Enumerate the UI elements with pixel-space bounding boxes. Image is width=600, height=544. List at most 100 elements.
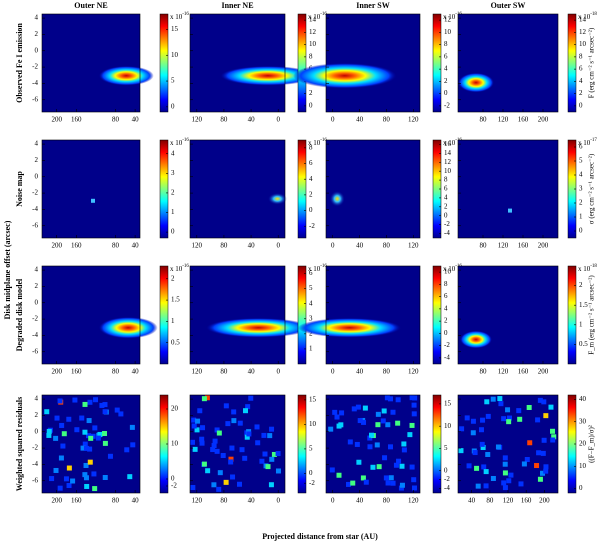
heatmap-cell (194, 427, 200, 433)
colorbar-tick-label: 4 (309, 299, 313, 307)
x-tick-label: 160 (71, 242, 82, 250)
x-tick-label: 160 (518, 242, 529, 250)
heatmap-cell (390, 409, 396, 415)
x-tick-label: 200 (538, 116, 549, 124)
heatmap-cell (483, 483, 489, 489)
colorbar-tick-label: 15 (444, 400, 452, 408)
heatmap-image (326, 266, 420, 364)
heatmap-cell (375, 411, 381, 417)
heatmap-cell (53, 435, 59, 441)
heatmap-cell (526, 404, 532, 410)
heatmap-cell (102, 475, 108, 481)
y-tick-label: -2 (32, 189, 38, 197)
colorbar-scale: x 10-16 (170, 138, 189, 146)
heatmap-cell (501, 416, 507, 422)
scale-exponent: -16 (182, 12, 189, 17)
heatmap-cell (336, 472, 342, 478)
x-tick-label: 40 (356, 497, 364, 505)
y-tick-label: 0 (35, 427, 39, 435)
heatmap-cell (102, 402, 108, 408)
y-tick-label: -2 (32, 315, 38, 323)
colorbar-scale: x 10-18 (578, 264, 597, 272)
colorbar-label: σ (erg cm⁻² s⁻¹ arcsec⁻²) (588, 153, 596, 224)
x-tick-label: 200 (51, 368, 62, 376)
heatmap-cell (540, 470, 546, 476)
heatmap-cell (362, 405, 368, 411)
colorbar-tick-label: 2 (309, 190, 313, 198)
heatmap-image (190, 395, 285, 493)
heatmap-cell (275, 468, 281, 474)
heatmap-cell (275, 451, 281, 457)
heatmap-cell (129, 424, 135, 430)
heatmap-cell (548, 404, 554, 410)
noise-pixel (91, 198, 95, 203)
x-tick-label: 40 (132, 368, 140, 376)
heatmap-cell (114, 407, 120, 413)
axes-frame (189, 265, 286, 365)
y-tick-label: -2 (32, 63, 38, 71)
heatmap-cell (92, 425, 98, 431)
colorbar-scale: x 10-18 (578, 12, 597, 20)
colorbar-label: ((F−F_m)/σ)² (588, 425, 596, 463)
y-tick-label: -6 (32, 347, 38, 355)
heatmap-cell (409, 422, 415, 428)
x-tick-label: 120 (503, 497, 514, 505)
axes-frame (189, 139, 286, 239)
colorbar-tick-label: 0 (579, 484, 583, 492)
heatmap-cell (518, 481, 524, 487)
heatmap-cell (211, 482, 217, 488)
heatmap-cell (543, 464, 549, 470)
heatmap-cell (254, 424, 260, 430)
heatmap-cell (470, 430, 476, 436)
heatmap-cell (481, 464, 487, 470)
x-tick-label: 40 (248, 242, 256, 250)
heatmap-cell (82, 472, 88, 478)
colorbar-tick-label: 2 (579, 199, 583, 207)
heatmap-cell (480, 445, 486, 451)
x-tick-label: 40 (132, 242, 140, 250)
scale-base: x 10 (170, 13, 183, 21)
x-tick-label: 120 (408, 497, 419, 505)
x-tick-label: 80 (112, 368, 120, 376)
colorbar-tick-label: 10 (171, 51, 179, 59)
colorbar-tick-label: 1 (579, 320, 583, 328)
colorbar-tick-label: 0 (444, 329, 448, 337)
colorbar-tick-label: 10 (444, 422, 452, 430)
x-tick-label: 120 (192, 242, 203, 250)
heatmap-cell (502, 470, 508, 476)
scale-base: x 10 (170, 265, 183, 273)
heatmap-cell (475, 483, 481, 489)
heatmap-cell (60, 443, 66, 449)
heatmap-cell (517, 416, 523, 422)
colorbar-scale: x 10-16 (308, 264, 327, 272)
heatmap-cell (191, 417, 197, 423)
heatmap-cell (516, 408, 522, 414)
y-tick-label: 0 (35, 46, 39, 54)
x-tick-label: 120 (192, 116, 203, 124)
emission-blob (293, 63, 397, 89)
heatmap-cell (239, 447, 245, 453)
y-tick-label: 4 (35, 395, 39, 403)
heatmap-cell (57, 485, 63, 491)
heatmap-cell (244, 434, 250, 440)
scale-base: x 10 (443, 265, 456, 273)
heatmap-cell (411, 411, 417, 417)
heatmap-cell (485, 413, 491, 419)
heatmap-cell (551, 434, 557, 440)
colorbar-tick-label: 6 (309, 269, 313, 277)
heatmap-cell (458, 448, 464, 454)
heatmap-cell (44, 409, 50, 415)
heatmap-cell (102, 431, 108, 437)
column-title: Outer NE (74, 1, 107, 10)
heatmap-cell (412, 395, 418, 401)
colorbar-tick-label: 6 (579, 143, 583, 151)
heatmap-cell (409, 464, 415, 470)
colorbar-tick-label: 10 (309, 420, 317, 428)
colorbar-tick-label: 0 (309, 101, 313, 109)
colorbar-label: F_m (erg cm⁻² s⁻¹ arcsec⁻²) (588, 275, 596, 355)
colorbar-tick-label: 1 (171, 208, 175, 216)
x-tick-label: 200 (538, 242, 549, 250)
